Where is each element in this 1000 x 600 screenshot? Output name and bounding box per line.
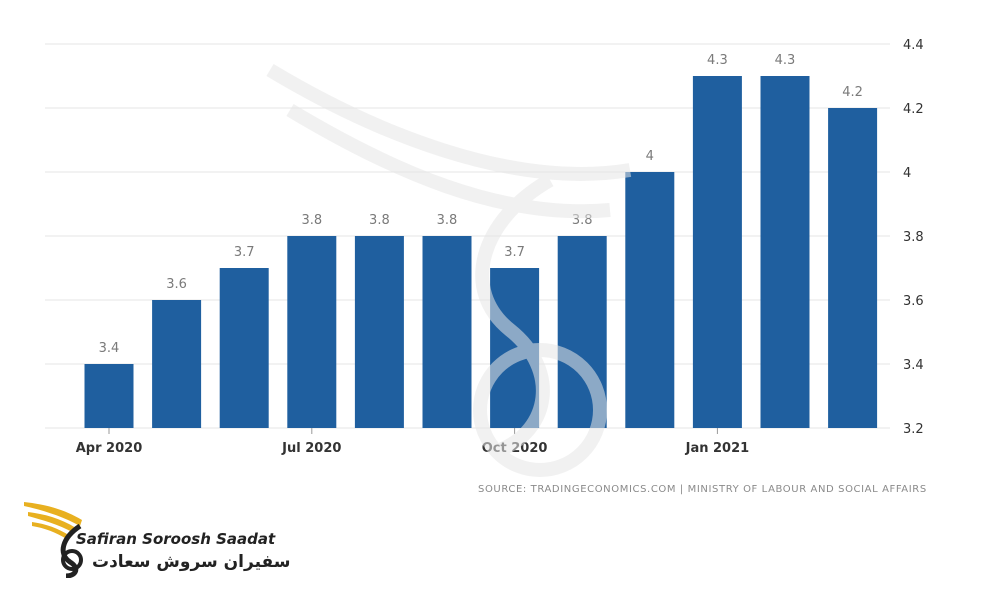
bar xyxy=(422,236,472,428)
y-tick-label: 4.4 xyxy=(903,38,924,53)
bar xyxy=(84,364,134,428)
data-label: 3.8 xyxy=(437,213,458,228)
y-tick-label: 3.4 xyxy=(903,358,924,373)
y-tick-label: 3.6 xyxy=(903,294,924,309)
brand-name: Safiran Soroosh Saadat xyxy=(76,530,276,548)
bar xyxy=(692,76,742,428)
data-label: 3.8 xyxy=(369,213,390,228)
brand-logo xyxy=(22,498,322,588)
brand-name-fa: سفیران سروش سعادت xyxy=(92,552,291,572)
x-tick-label: Jul 2020 xyxy=(281,441,341,456)
bar xyxy=(760,76,810,428)
y-tick-label: 3.2 xyxy=(903,422,924,437)
x-tick-label: Oct 2020 xyxy=(482,441,548,456)
bar xyxy=(152,300,202,428)
data-label: 3.8 xyxy=(301,213,322,228)
chart: 3.2 3.4 3.6 3.8 4 4.2 4.4 3.4 3.6 3.7 3.8 3.8 3.8 3.7… xyxy=(45,38,924,456)
y-tick-label: 3.8 xyxy=(903,230,924,245)
bar xyxy=(625,172,675,428)
data-label: 3.7 xyxy=(504,245,525,260)
y-tick-label: 4 xyxy=(903,166,911,181)
data-label: 4.3 xyxy=(775,53,796,68)
data-label: 3.7 xyxy=(234,245,255,260)
x-tick-label: Jan 2021 xyxy=(685,441,750,456)
data-label: 4.2 xyxy=(842,85,863,100)
bar xyxy=(557,236,607,428)
data-label: 3.6 xyxy=(166,277,187,292)
data-label: 3.8 xyxy=(572,213,593,228)
data-label: 4.3 xyxy=(707,53,728,68)
data-label: 3.4 xyxy=(99,341,120,356)
bar xyxy=(354,236,404,428)
source-note: SOURCE: TRADINGECONOMICS.COM | MINISTRY … xyxy=(478,484,927,495)
bar xyxy=(287,236,337,428)
bar xyxy=(828,108,878,428)
bar xyxy=(490,268,540,428)
bar xyxy=(219,268,269,428)
bird-wing-logo-icon xyxy=(24,502,83,579)
data-label: 4 xyxy=(646,149,654,164)
y-tick-label: 4.2 xyxy=(903,102,924,117)
x-tick-label: Apr 2020 xyxy=(76,441,143,456)
